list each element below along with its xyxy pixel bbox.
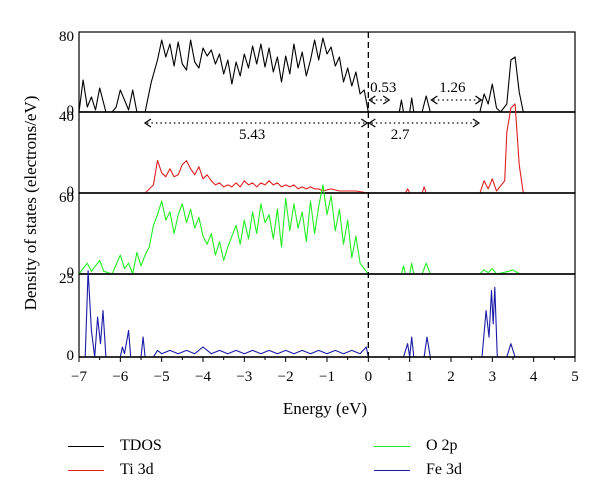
legend-item-fe3d: Fe 3d <box>374 460 462 480</box>
gap-label: 0.53 <box>370 80 396 96</box>
legend-swatch-tdos <box>68 445 104 447</box>
series-line <box>78 37 575 113</box>
series-line <box>79 270 575 358</box>
legend-item-o2p: O 2p <box>374 436 458 456</box>
gap-arrow-head-right <box>361 118 369 128</box>
y-tick-label: 60 <box>59 190 74 206</box>
gap-arrow-head-right <box>382 95 391 105</box>
legend-label-ti3d: Ti 3d <box>120 461 154 478</box>
gap-label: 1.26 <box>439 80 466 96</box>
gap-arrow-head-right <box>475 95 483 105</box>
y-tick-label: 0 <box>67 103 75 119</box>
legend-item-tdos: TDOS <box>68 436 162 456</box>
gap-arrow-head-left <box>430 95 438 105</box>
panel-frame <box>78 31 576 113</box>
y-axis-label: Density of states (electrons/eV) <box>21 96 40 311</box>
gap-label: 2.7 <box>391 127 410 143</box>
y-tick-label: 80 <box>59 29 74 45</box>
y-tick-label: 0 <box>67 184 75 200</box>
legend: TDOS Ti 3d O 2p Fe 3d <box>0 428 600 498</box>
x-tick-label: −1 <box>319 369 335 385</box>
legend-label-fe3d: Fe 3d <box>426 461 462 478</box>
y-tick-label: 0 <box>67 265 75 281</box>
y-tick-label: 40 <box>59 109 74 125</box>
y-tick-label: 25 <box>59 271 74 287</box>
x-tick-label: 1 <box>406 369 414 385</box>
legend-swatch-o2p <box>374 445 410 447</box>
panel-1: 040 <box>59 103 576 200</box>
legend-swatch-fe3d <box>374 469 410 471</box>
series-line <box>78 184 575 275</box>
x-tick-label: −2 <box>278 369 294 385</box>
series-line <box>79 103 575 194</box>
gap-annotation: 0.53 <box>368 80 396 105</box>
x-tick-label: −5 <box>154 369 170 385</box>
panel-2: 060 <box>59 184 576 281</box>
panel-0: 0 80 <box>59 29 576 119</box>
x-tick-label: −7 <box>71 369 87 385</box>
x-tick-label: 4 <box>530 369 538 385</box>
x-tick-label: 2 <box>447 369 455 385</box>
x-axis-label: Energy (eV) <box>283 399 367 418</box>
gap-annotation: 2.7 <box>368 118 481 143</box>
annotations: 0.53 1.26 5.43 2.7 <box>143 80 483 143</box>
x-tick-label: 3 <box>489 369 497 385</box>
gap-arrow-head-left <box>143 118 152 128</box>
panel-frame <box>78 192 576 275</box>
panel-frame <box>78 111 576 194</box>
gap-label: 5.43 <box>239 127 265 143</box>
gap-annotation: 1.26 <box>430 80 483 105</box>
x-tick-label: 5 <box>571 369 579 385</box>
x-tick-label: −6 <box>112 369 128 385</box>
panel-frame <box>78 273 576 358</box>
x-tick-label: −3 <box>236 369 252 385</box>
x-tick-label: 0 <box>365 369 373 385</box>
x-axis: −7 −6 −5 −4 −3 −2 −1 0 1 2 3 4 5 <box>71 357 579 385</box>
gap-annotation: 5.43 <box>143 118 369 143</box>
legend-label-o2p: O 2p <box>426 437 458 454</box>
legend-item-ti3d: Ti 3d <box>68 460 154 480</box>
gap-arrow-head-left <box>368 118 376 128</box>
gap-arrow-head-right <box>472 118 481 128</box>
x-tick-label: −4 <box>195 369 211 385</box>
y-tick-label: 0 <box>67 348 75 364</box>
gap-arrow-head-left <box>368 95 376 105</box>
legend-swatch-ti3d <box>68 469 104 471</box>
panel-3: 0 25 <box>59 270 576 364</box>
legend-label-tdos: TDOS <box>120 437 162 454</box>
